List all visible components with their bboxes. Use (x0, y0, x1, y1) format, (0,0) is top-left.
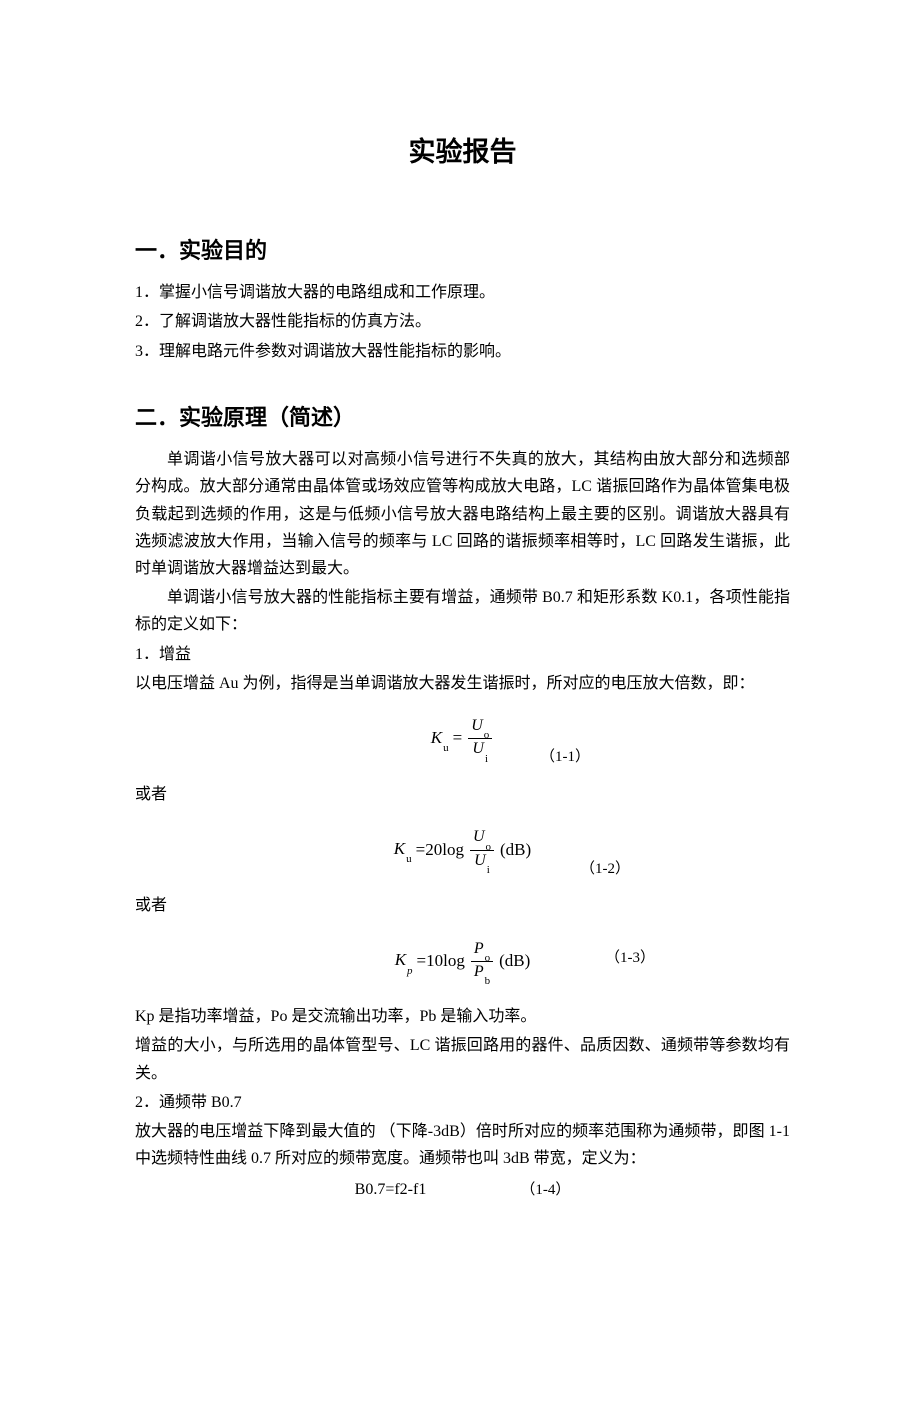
formula-1-3-lhs-sub: p (407, 965, 413, 977)
formula-1-2-num-sub: o (486, 841, 492, 853)
objective-item-2: 2．了解调谐放大器性能指标的仿真方法。 (135, 308, 790, 335)
equals-sign: = (453, 724, 463, 753)
formula-1-1-den-sym: U (472, 740, 484, 757)
objective-item-3: 3．理解电路元件参数对调谐放大器性能指标的影响。 (135, 338, 790, 365)
formula-1-1-lhs-sub: u (443, 742, 449, 754)
or-text-1: 或者 (135, 781, 790, 808)
bandwidth-label: 2．通频带 B0.7 (135, 1089, 790, 1116)
formula-1-2-lhs-sym: K (394, 839, 405, 858)
formula-1-1-number: （1-1） (540, 745, 590, 771)
principle-paragraph-2: 单调谐小信号放大器的性能指标主要有增益，通频带 B0.7 和矩形系数 K0.1，… (135, 584, 790, 638)
gain-description: 以电压增益 Au 为例，指得是当单调谐放大器发生谐振时，所对应的电压放大倍数，即… (135, 670, 790, 697)
formula-1-3-suffix: (dB) (499, 947, 530, 976)
formula-1-1-lhs-sym: K (431, 728, 442, 747)
formula-1-3-num-sym: P (474, 940, 484, 957)
formula-1-1: Ku = Uo Ui (431, 716, 495, 762)
kp-description: Kp 是指功率增益，Po 是交流输出功率，Pb 是输入功率。 (135, 1003, 790, 1030)
bandwidth-description: 放大器的电压增益下降到最大值的 （下降-3dB）倍时所对应的频率范围称为通频带，… (135, 1118, 790, 1172)
formula-1-2-suffix: (dB) (500, 836, 531, 865)
formula-1-2-prefix: =20log (416, 836, 464, 865)
principle-paragraph-1: 单调谐小信号放大器可以对高频小信号进行不失真的放大，其结构由放大部分和选频部分构… (135, 446, 790, 582)
formula-1-3-row: Kp =10log Po Pb (dB) （1-3） (135, 933, 790, 989)
formula-1-4-row: B0.7=f2-f1 （1-4） (135, 1176, 790, 1204)
formula-1-1-fraction: Uo Ui (468, 716, 492, 762)
objective-item-1: 1．掌握小信号调谐放大器的电路组成和工作原理。 (135, 279, 790, 306)
formula-1-3-prefix: =10log (417, 947, 465, 976)
formula-1-2-num-sym: U (473, 828, 485, 845)
formula-1-3-fraction: Po Pb (471, 939, 493, 985)
formula-1-2-row: Ku =20log Uo Ui (dB) （1-2） (135, 822, 790, 878)
document-title: 实验报告 (135, 130, 790, 176)
formula-1-3: Kp =10log Po Pb (dB) (395, 939, 531, 985)
formula-1-2-fraction: Uo Ui (470, 827, 494, 873)
formula-1-2-den-sym: U (474, 852, 486, 869)
or-text-2: 或者 (135, 892, 790, 919)
formula-1-2-lhs-sub: u (406, 853, 412, 865)
gain-label: 1．增益 (135, 641, 790, 668)
formula-1-2-den-sub: i (487, 864, 490, 876)
formula-1-2: Ku =20log Uo Ui (dB) (394, 827, 531, 873)
formula-1-3-number: （1-3） (605, 946, 655, 972)
gain-factors-description: 增益的大小，与所选用的晶体管型号、LC 谐振回路用的器件、品质因数、通频带等参数… (135, 1032, 790, 1086)
formula-1-1-num-sym: U (471, 717, 483, 734)
section-2-heading: 二．实验原理（简述） (135, 399, 790, 436)
formula-1-1-den-sub: i (485, 753, 488, 765)
formula-1-4-number: （1-4） (520, 1178, 570, 1204)
formula-1-1-row: Ku = Uo Ui （1-1） (135, 711, 790, 767)
formula-1-3-num-sub: o (485, 952, 491, 964)
formula-1-1-num-sub: o (484, 729, 490, 741)
formula-1-2-number: （1-2） (580, 857, 630, 883)
section-1-heading: 一．实验目的 (135, 232, 790, 269)
formula-1-4: B0.7=f2-f1 (355, 1181, 427, 1198)
formula-1-3-den-sym: P (474, 963, 484, 980)
formula-1-3-lhs-sym: K (395, 950, 406, 969)
formula-1-3-den-sub: b (485, 975, 491, 987)
